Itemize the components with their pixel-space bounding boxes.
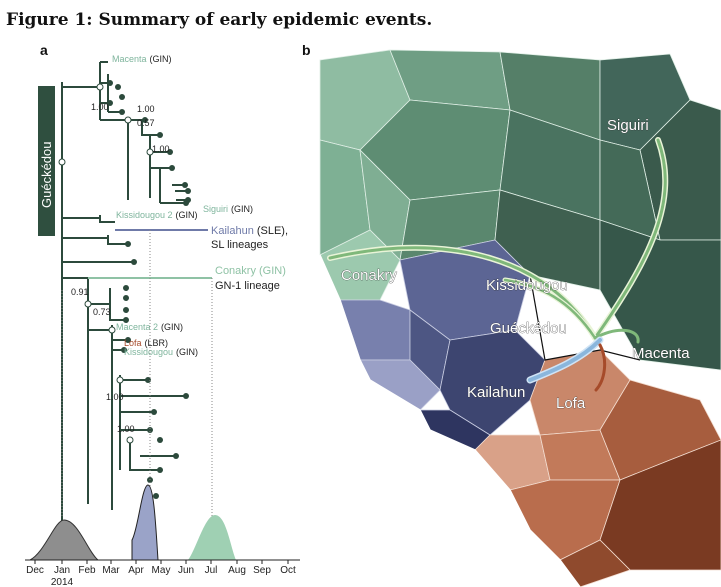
svg-text:Sep: Sep xyxy=(253,565,271,576)
svg-text:Macenta 2(GIN): Macenta 2 (GIN) xyxy=(116,322,183,332)
transmission-arrows xyxy=(327,137,669,392)
panel-a-label: a xyxy=(40,42,48,58)
svg-text:Oct: Oct xyxy=(280,565,296,576)
tree-tips xyxy=(107,80,191,499)
support-value: 1.00 xyxy=(106,392,124,402)
time-guides xyxy=(61,230,213,518)
tip-label-kissidougou-2: Kissidougou 2 (GIN) xyxy=(116,210,198,220)
tip-label-lofa: Lofa (LBR) xyxy=(124,338,168,348)
svg-text:Jun: Jun xyxy=(178,565,194,576)
support-value: 0.91 xyxy=(71,287,89,297)
panel-a-phylogeny: a Guéckédou xyxy=(25,42,300,587)
month-labels: Dec Jan Feb Mar Apr May Jun Jul Aug Sep … xyxy=(26,565,296,576)
svg-text:Dec: Dec xyxy=(26,565,44,576)
svg-text:Kailahun(SLE),: Kailahun (SLE), xyxy=(211,225,288,237)
coastline xyxy=(319,254,581,587)
svg-text:Kissidougou(GIN): Kissidougou (GIN) xyxy=(124,347,198,357)
map-label-lofa: Lofa xyxy=(556,395,586,412)
svg-text:Conakry (GIN): Conakry (GIN) xyxy=(215,265,286,277)
support-value: 1.00 xyxy=(91,102,109,112)
svg-text:Kissidougou 2(GIN): Kissidougou 2 (GIN) xyxy=(116,210,198,220)
svg-text:Aug: Aug xyxy=(228,565,246,576)
tip-label-kailahun: Kailahun (SLE), SL lineages xyxy=(211,225,288,251)
svg-text:Apr: Apr xyxy=(128,565,144,576)
gn1-lineage-note: GN-1 lineage xyxy=(215,280,280,292)
tip-label-kissidougou: Kissidougou (GIN) xyxy=(124,347,198,357)
map-label-kissidougou: Kissidougou xyxy=(486,277,568,294)
map-label-siguiri: Siguiri xyxy=(607,117,649,134)
svg-text:Jan: Jan xyxy=(54,565,70,576)
svg-text:Siguiri(GIN): Siguiri (GIN) xyxy=(203,204,253,214)
svg-text:Macenta(GIN): Macenta (GIN) xyxy=(112,54,172,64)
map-labels: Siguiri Conakry Kissidougou Guéckédou Ma… xyxy=(341,117,691,413)
axis-ticks xyxy=(34,560,289,564)
tip-label-macenta-2: Macenta 2 (GIN) xyxy=(116,322,183,332)
svg-text:Jul: Jul xyxy=(205,565,218,576)
support-value: 1.00 xyxy=(152,144,170,154)
gueckedou-clade-bar xyxy=(38,86,55,236)
tree-nodes xyxy=(58,83,154,444)
density-kailahun xyxy=(131,484,159,561)
gueckedou-clade-label: Guéckédou xyxy=(39,142,54,209)
map-label-kailahun: Kailahun xyxy=(467,384,525,401)
map-label-gueckedou: Guéckédou xyxy=(490,320,567,337)
year-label: 2014 xyxy=(51,577,74,587)
map-label-conakry: Conakry xyxy=(341,267,397,284)
sierra-leone-regions xyxy=(339,239,546,451)
panel-b-label: b xyxy=(302,42,311,58)
support-value: 1.00 xyxy=(137,104,155,114)
panel-b-map: b xyxy=(302,42,721,587)
svg-text:May: May xyxy=(152,565,171,576)
svg-text:Feb: Feb xyxy=(78,565,96,576)
country-border xyxy=(529,274,641,361)
sl-lineages-note: SL lineages xyxy=(211,239,269,251)
density-gueckedou xyxy=(29,519,100,561)
svg-text:Lofa(LBR): Lofa (LBR) xyxy=(124,338,168,348)
tip-label-siguiri: Siguiri (GIN) xyxy=(203,204,253,214)
tip-label-macenta: Macenta (GIN) xyxy=(112,54,172,64)
support-value: 0.73 xyxy=(93,307,111,317)
map-label-macenta: Macenta xyxy=(632,345,690,362)
svg-text:Mar: Mar xyxy=(102,565,120,576)
support-value: 0.57 xyxy=(137,118,155,128)
tip-label-conakry: Conakry (GIN) GN-1 lineage xyxy=(215,265,286,292)
support-value: 1.00 xyxy=(117,424,135,434)
density-conakry xyxy=(188,515,236,560)
figure-title: Figure 1: Summary of early epidemic even… xyxy=(6,10,433,30)
